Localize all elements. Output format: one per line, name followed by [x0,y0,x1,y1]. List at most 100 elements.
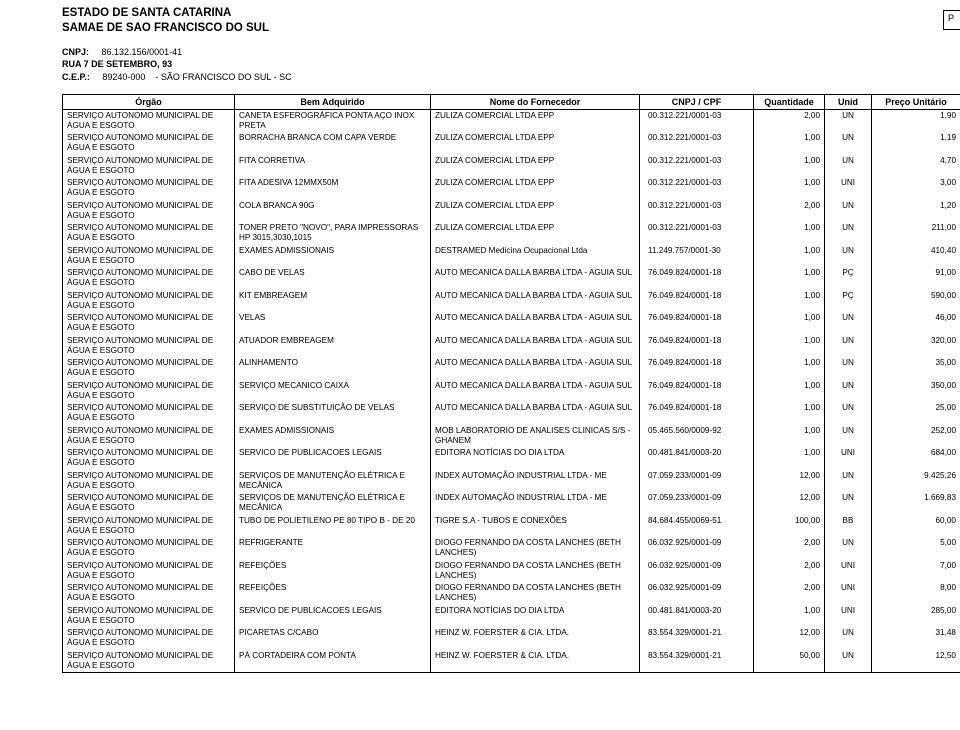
cell-preco: 410,40 [872,245,960,268]
cell-orgao: SERVIÇO AUTONOMO MUNICIPAL DE ÁGUA E ESG… [63,447,235,470]
cell-orgao: SERVIÇO AUTONOMO MUNICIPAL DE ÁGUA E ESG… [63,627,235,650]
cell-fornecedor: DIOGO FERNANDO DA COSTA LANCHES (BETH LA… [431,582,640,605]
cell-bem: PICARETAS C/CABO [235,627,431,650]
cell-preco: 285,00 [872,605,960,628]
cell-preco: 91,00 [872,267,960,290]
cell-fornecedor: ZULIZA COMERCIAL LTDA EPP [431,132,640,155]
cell-unid: UN [825,245,872,268]
cell-orgao: SERVIÇO AUTONOMO MUNICIPAL DE ÁGUA E ESG… [63,200,235,223]
cell-unid: PÇ [825,290,872,313]
cell-cnpj: 76.049.824/0001-18 [640,402,754,425]
cell-qtd: 2,00 [754,560,825,583]
cell-qtd: 1,00 [754,267,825,290]
cell-bem: EXAMES ADMISSIONAIS [235,245,431,268]
cell-cnpj: 11.249.757/0001-30 [640,245,754,268]
cell-cnpj: 76.049.824/0001-18 [640,357,754,380]
cell-fornecedor: AUTO MECANICA DALLA BARBA LTDA - AGUIA S… [431,267,640,290]
table-header-row: Órgão Bem Adquirido Nome do Fornecedor C… [63,94,960,109]
cell-bem: BORRACHA BRANCA COM CAPA VERDE [235,132,431,155]
cidade: - SÃO FRANCISCO DO SUL - SC [155,72,291,82]
cell-unid: UN [825,470,872,493]
table-body: SERVIÇO AUTONOMO MUNICIPAL DE ÁGUA E ESG… [63,109,960,673]
cell-unid: UN [825,537,872,560]
cell-preco: 320,00 [872,335,960,358]
cell-unid: UNI [825,560,872,583]
cell-cnpj: 07.059.233/0001-09 [640,492,754,515]
cell-qtd: 1,00 [754,177,825,200]
col-fornecedor: Nome do Fornecedor [431,94,640,109]
cell-bem: SERVIÇOS DE MANUTENÇÃO ELÉTRICA E MECÂNI… [235,470,431,493]
cell-preco: 8,00 [872,582,960,605]
cell-unid: UN [825,402,872,425]
table-row: SERVIÇO AUTONOMO MUNICIPAL DE ÁGUA E ESG… [63,312,960,335]
cell-fornecedor: DIOGO FERNANDO DA COSTA LANCHES (BETH LA… [431,537,640,560]
cell-preco: 3,00 [872,177,960,200]
cell-qtd: 1,00 [754,245,825,268]
cell-orgao: SERVIÇO AUTONOMO MUNICIPAL DE ÁGUA E ESG… [63,312,235,335]
cell-bem: SERVIÇO DE SUBSTITUIÇÃO DE VELAS [235,402,431,425]
cell-orgao: SERVIÇO AUTONOMO MUNICIPAL DE ÁGUA E ESG… [63,605,235,628]
cnpj-value: 86.132.156/0001-41 [102,47,183,57]
cell-unid: UN [825,200,872,223]
cell-qtd: 1,00 [754,447,825,470]
cell-unid: UN [825,335,872,358]
cell-bem: SERVICO DE PUBLICACOES LEGAIS [235,447,431,470]
cell-bem: FITA CORRETIVA [235,155,431,178]
cell-qtd: 1,00 [754,222,825,245]
cell-qtd: 100,00 [754,515,825,538]
cell-cnpj: 76.049.824/0001-18 [640,290,754,313]
cell-preco: 7,00 [872,560,960,583]
cell-unid: UNI [825,177,872,200]
cell-fornecedor: AUTO MECANICA DALLA BARBA LTDA - AGUIA S… [431,290,640,313]
header-line1: ESTADO DE SANTA CATARINA [62,6,960,21]
cell-unid: UN [825,132,872,155]
cell-fornecedor: HEINZ W. FOERSTER & CIA. LTDA. [431,650,640,673]
table-row: SERVIÇO AUTONOMO MUNICIPAL DE ÁGUA E ESG… [63,155,960,178]
cell-orgao: SERVIÇO AUTONOMO MUNICIPAL DE ÁGUA E ESG… [63,335,235,358]
table-row: SERVIÇO AUTONOMO MUNICIPAL DE ÁGUA E ESG… [63,447,960,470]
cell-cnpj: 06.032.925/0001-09 [640,582,754,605]
cell-fornecedor: ZULIZA COMERCIAL LTDA EPP [431,155,640,178]
cell-cnpj: 07.059.233/0001-09 [640,470,754,493]
cell-orgao: SERVIÇO AUTONOMO MUNICIPAL DE ÁGUA E ESG… [63,425,235,448]
cell-cnpj: 00.312.221/0001-03 [640,109,754,132]
table-row: SERVIÇO AUTONOMO MUNICIPAL DE ÁGUA E ESG… [63,492,960,515]
cell-qtd: 2,00 [754,537,825,560]
cell-fornecedor: HEINZ W. FOERSTER & CIA. LTDA. [431,627,640,650]
col-cnpj: CNPJ / CPF [640,94,754,109]
cell-preco: 211,00 [872,222,960,245]
table-row: SERVIÇO AUTONOMO MUNICIPAL DE ÁGUA E ESG… [63,627,960,650]
cell-qtd: 1,00 [754,290,825,313]
table-row: SERVIÇO AUTONOMO MUNICIPAL DE ÁGUA E ESG… [63,200,960,223]
cell-qtd: 1,00 [754,357,825,380]
cell-fornecedor: INDEX AUTOMAÇÃO INDUSTRIAL LTDA - ME [431,470,640,493]
cell-bem: FITA ADESIVA 12MMX50M [235,177,431,200]
table-row: SERVIÇO AUTONOMO MUNICIPAL DE ÁGUA E ESG… [63,537,960,560]
cell-cnpj: 83.554.329/0001-21 [640,627,754,650]
cell-cnpj: 00.312.221/0001-03 [640,200,754,223]
cell-bem: REFEIÇÕES [235,582,431,605]
cell-fornecedor: ZULIZA COMERCIAL LTDA EPP [431,109,640,132]
cell-unid: PÇ [825,267,872,290]
cell-qtd: 12,00 [754,470,825,493]
cell-preco: 35,00 [872,357,960,380]
table-row: SERVIÇO AUTONOMO MUNICIPAL DE ÁGUA E ESG… [63,425,960,448]
cell-unid: UN [825,650,872,673]
cell-fornecedor: DIOGO FERNANDO DA COSTA LANCHES (BETH LA… [431,560,640,583]
cell-bem: TUBO DE POLIETILENO PE 80 TIPO B - DE 20 [235,515,431,538]
data-table: Órgão Bem Adquirido Nome do Fornecedor C… [62,94,960,674]
cell-orgao: SERVIÇO AUTONOMO MUNICIPAL DE ÁGUA E ESG… [63,582,235,605]
table-row: SERVIÇO AUTONOMO MUNICIPAL DE ÁGUA E ESG… [63,245,960,268]
cell-preco: 12,50 [872,650,960,673]
cell-cnpj: 00.312.221/0001-03 [640,177,754,200]
cell-qtd: 1,00 [754,155,825,178]
cell-fornecedor: ZULIZA COMERCIAL LTDA EPP [431,222,640,245]
cell-cnpj: 06.032.925/0001-09 [640,560,754,583]
cell-orgao: SERVIÇO AUTONOMO MUNICIPAL DE ÁGUA E ESG… [63,177,235,200]
cell-preco: 5,00 [872,537,960,560]
cell-preco: 4,70 [872,155,960,178]
cell-unid: UNI [825,605,872,628]
table-row: SERVIÇO AUTONOMO MUNICIPAL DE ÁGUA E ESG… [63,380,960,403]
cell-bem: COLA BRANCA 90G [235,200,431,223]
endereco: RUA 7 DE SETEMBRO, 93 [62,59,172,69]
